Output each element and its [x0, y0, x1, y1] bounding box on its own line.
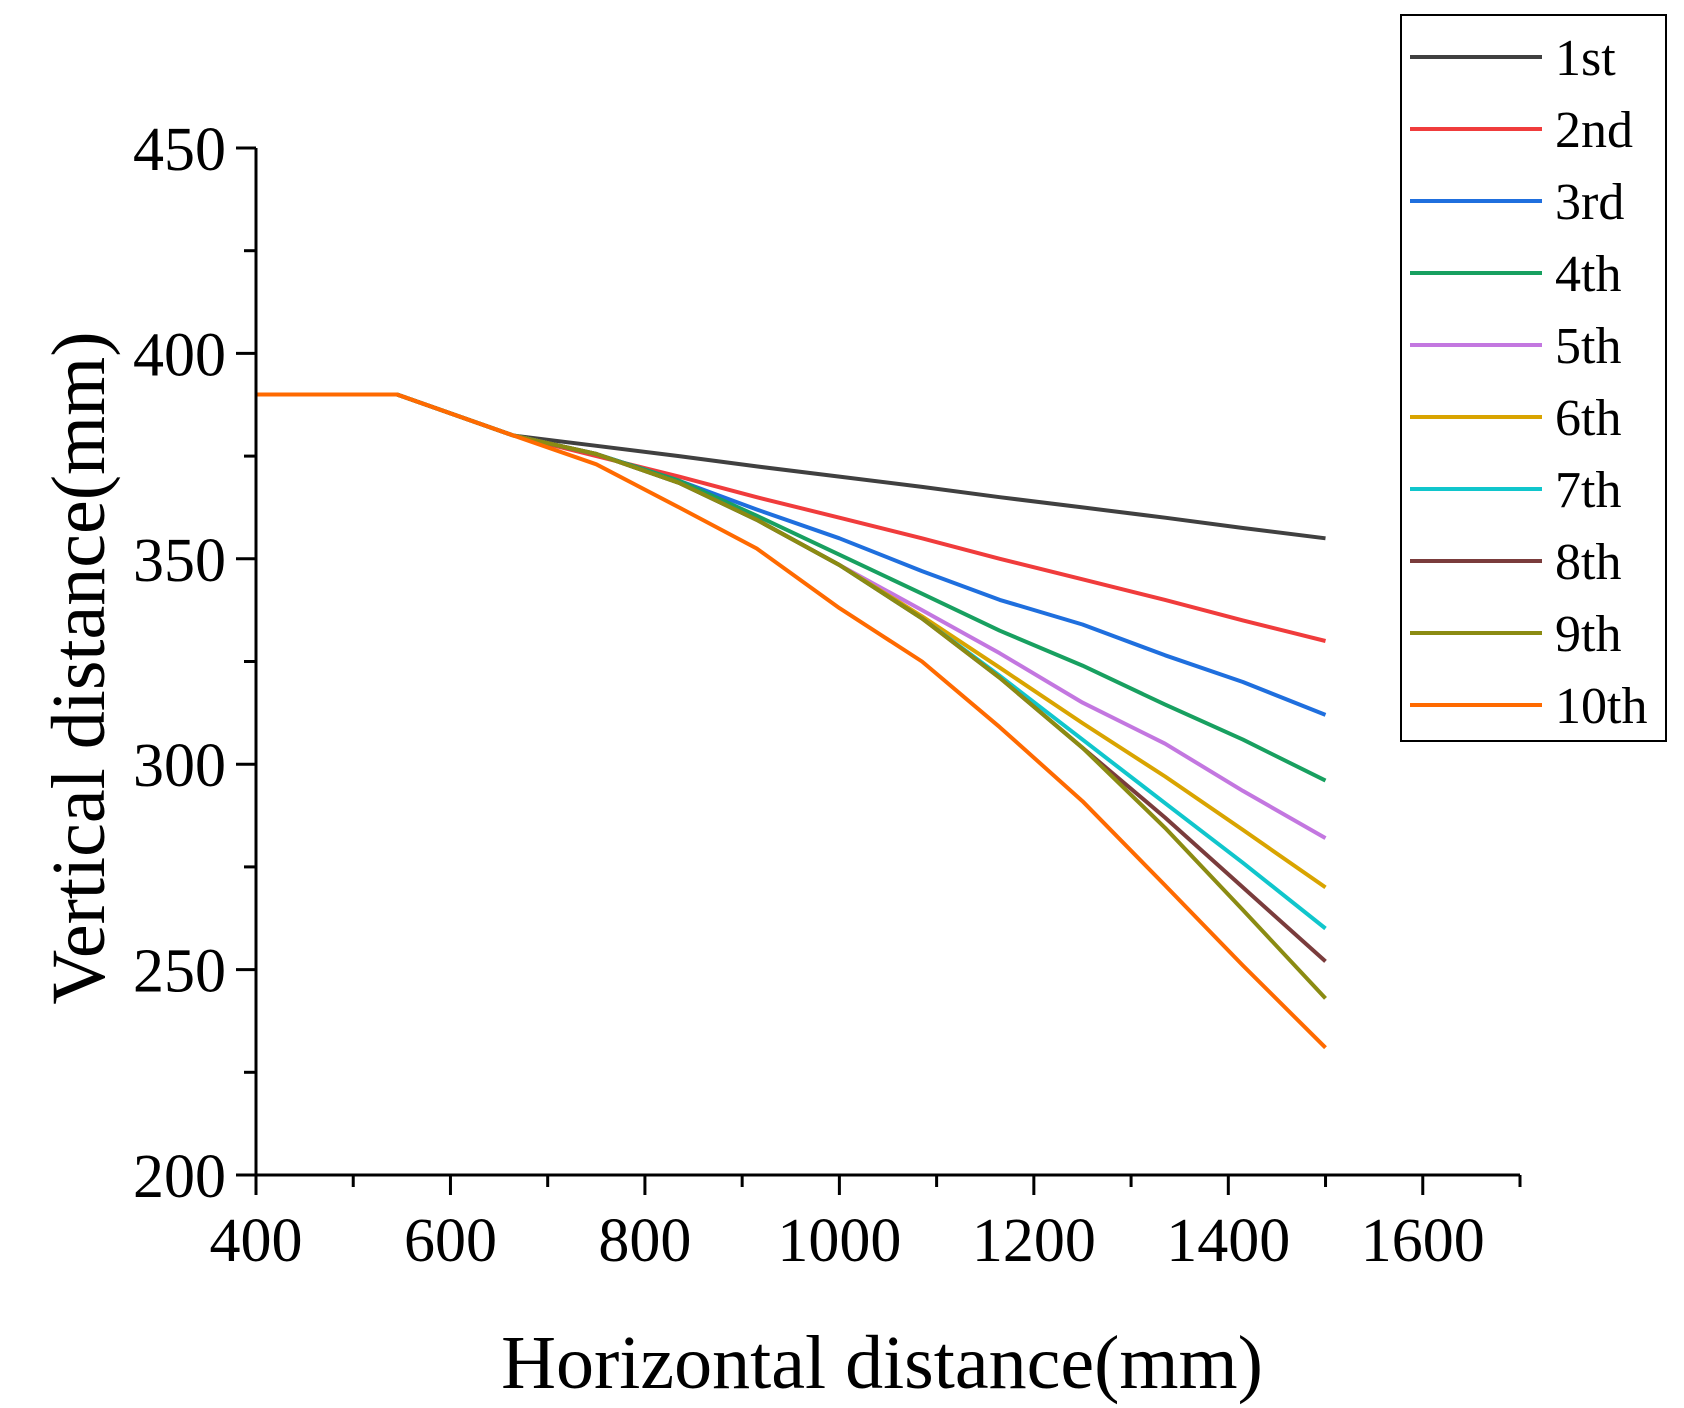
- tick-labels: 400 600 800 1000 1200 1400 1600 200 250 300 350 400…: [133, 116, 1485, 1275]
- x-axis-title: Horizontal distance(mm): [501, 1321, 1263, 1405]
- series-line-8th: [256, 392, 1327, 963]
- series-line-5th: [256, 392, 1327, 840]
- y-tick-label: 400: [133, 321, 226, 389]
- legend-label: 8th: [1555, 534, 1621, 591]
- legend: 1st 2nd 3rd 4th 5th 6th 7th 8th 9th 10th: [1400, 14, 1667, 742]
- series-line-10th: [256, 392, 1327, 1050]
- series-line-1st: [256, 392, 1326, 541]
- series-line-4th: [256, 392, 1327, 783]
- x-tick-label: 1600: [1361, 1207, 1485, 1275]
- series-line-6th: [256, 392, 1327, 890]
- axis-ticks: [236, 146, 1522, 1195]
- x-tick-label: 400: [210, 1207, 303, 1275]
- series-lines: [256, 392, 1327, 1050]
- legend-label: 9th: [1555, 606, 1621, 663]
- y-tick-label: 200: [133, 1143, 226, 1211]
- y-tick-label: 250: [133, 938, 226, 1006]
- y-tick-label: 350: [133, 527, 226, 595]
- y-tick-label: 300: [133, 732, 226, 800]
- series-line-9th: [256, 392, 1327, 1000]
- y-axis-title: Vertical distance(mm): [37, 331, 121, 1004]
- y-tick-label: 450: [133, 116, 226, 184]
- x-tick-label: 800: [598, 1207, 691, 1275]
- legend-label: 2nd: [1555, 102, 1633, 159]
- x-tick-label: 1200: [972, 1207, 1096, 1275]
- legend-box: [1400, 14, 1667, 742]
- x-tick-label: 600: [404, 1207, 497, 1275]
- x-tick-label: 1000: [777, 1207, 901, 1275]
- legend-label: 6th: [1555, 390, 1621, 447]
- legend-label: 1st: [1555, 30, 1616, 87]
- x-tick-label: 1400: [1166, 1207, 1290, 1275]
- legend-label: 5th: [1555, 318, 1621, 375]
- legend-label: 4th: [1555, 246, 1621, 303]
- legend-label: 7th: [1555, 462, 1621, 519]
- series-line-7th: [256, 392, 1327, 931]
- legend-label: 3rd: [1555, 174, 1624, 231]
- series-line-3rd: [256, 392, 1327, 717]
- legend-label: 10th: [1555, 678, 1647, 735]
- axes: [254, 148, 1520, 1177]
